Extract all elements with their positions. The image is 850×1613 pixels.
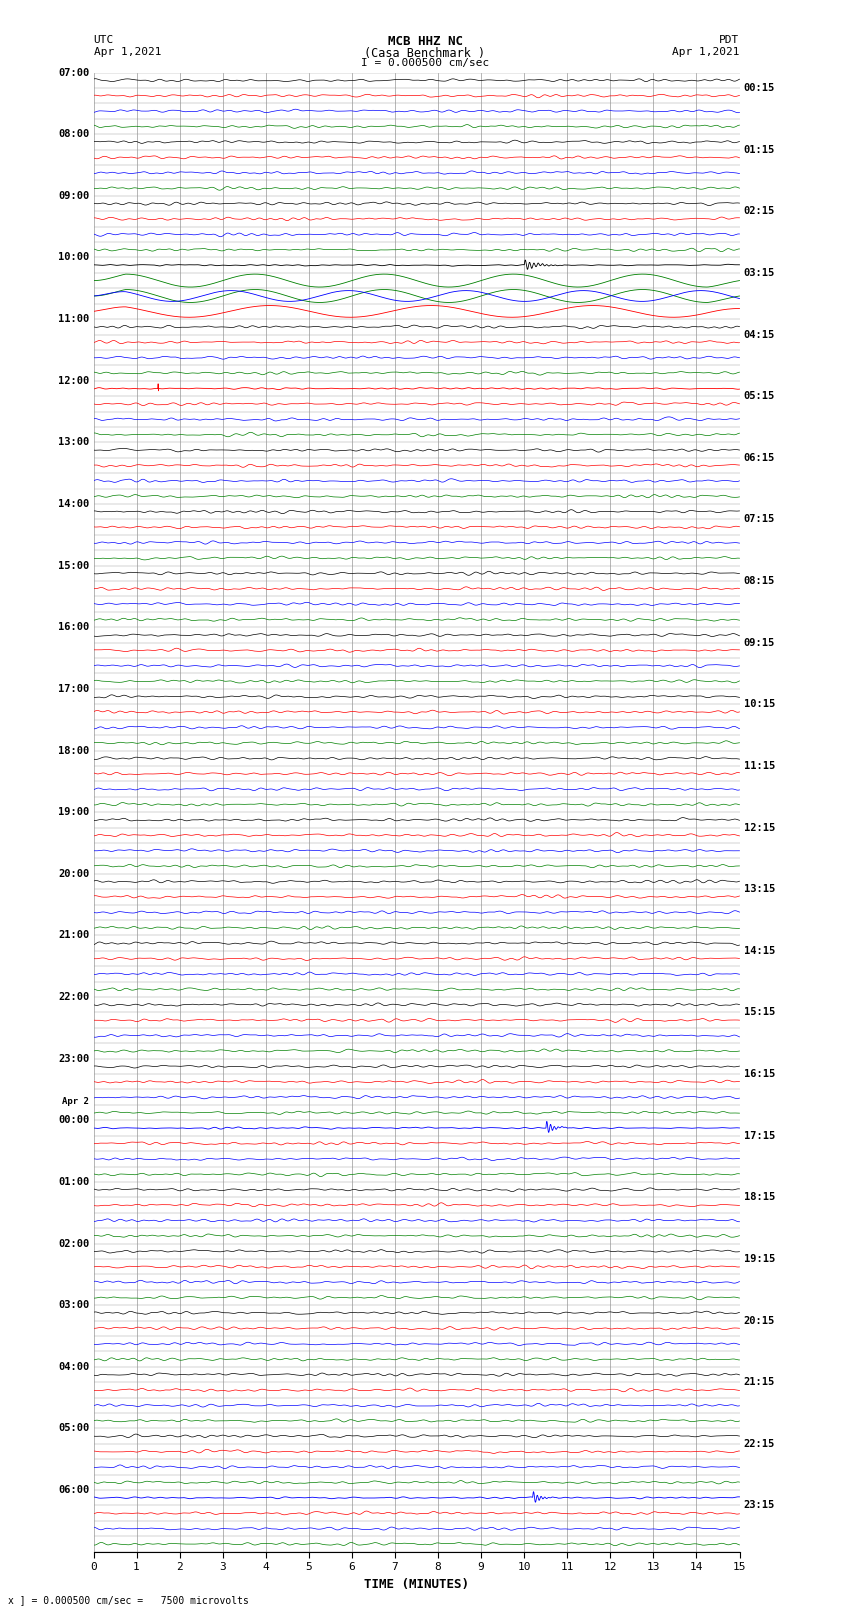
- Text: 01:00: 01:00: [58, 1177, 89, 1187]
- Text: 09:15: 09:15: [744, 637, 775, 648]
- Text: 22:00: 22:00: [58, 992, 89, 1002]
- Text: x ] = 0.000500 cm/sec =   7500 microvolts: x ] = 0.000500 cm/sec = 7500 microvolts: [8, 1595, 249, 1605]
- Text: 10:00: 10:00: [58, 253, 89, 263]
- Text: 15:15: 15:15: [744, 1008, 775, 1018]
- Text: 18:00: 18:00: [58, 745, 89, 755]
- Text: 09:00: 09:00: [58, 190, 89, 202]
- Text: 00:15: 00:15: [744, 82, 775, 94]
- Text: 19:15: 19:15: [744, 1253, 775, 1265]
- Text: MCB HHZ NC: MCB HHZ NC: [388, 35, 462, 48]
- Text: 14:00: 14:00: [58, 498, 89, 510]
- Text: 21:15: 21:15: [744, 1378, 775, 1387]
- Text: 04:00: 04:00: [58, 1361, 89, 1371]
- Text: I = 0.000500 cm/sec: I = 0.000500 cm/sec: [361, 58, 489, 68]
- Text: Apr 2: Apr 2: [62, 1097, 89, 1107]
- Text: 16:00: 16:00: [58, 623, 89, 632]
- Text: 12:00: 12:00: [58, 376, 89, 386]
- Text: 06:15: 06:15: [744, 453, 775, 463]
- Text: (Casa Benchmark ): (Casa Benchmark ): [365, 47, 485, 60]
- Text: 17:15: 17:15: [744, 1131, 775, 1140]
- Text: 19:00: 19:00: [58, 806, 89, 818]
- Text: 18:15: 18:15: [744, 1192, 775, 1202]
- Text: 05:15: 05:15: [744, 390, 775, 402]
- Text: 15:00: 15:00: [58, 561, 89, 571]
- Text: 20:15: 20:15: [744, 1316, 775, 1326]
- Text: 07:00: 07:00: [58, 68, 89, 77]
- Text: 06:00: 06:00: [58, 1486, 89, 1495]
- Text: 23:15: 23:15: [744, 1500, 775, 1510]
- Text: 01:15: 01:15: [744, 145, 775, 155]
- Text: 13:00: 13:00: [58, 437, 89, 447]
- Text: 04:15: 04:15: [744, 329, 775, 339]
- Text: 16:15: 16:15: [744, 1069, 775, 1079]
- Text: Apr 1,2021: Apr 1,2021: [672, 47, 740, 56]
- Text: 11:00: 11:00: [58, 315, 89, 324]
- Text: 03:15: 03:15: [744, 268, 775, 277]
- Text: 10:15: 10:15: [744, 700, 775, 710]
- Text: 08:15: 08:15: [744, 576, 775, 586]
- Text: PDT: PDT: [719, 35, 740, 45]
- Text: 02:00: 02:00: [58, 1239, 89, 1248]
- Text: 14:15: 14:15: [744, 945, 775, 957]
- Text: 03:00: 03:00: [58, 1300, 89, 1310]
- Text: 20:00: 20:00: [58, 869, 89, 879]
- Text: 17:00: 17:00: [58, 684, 89, 694]
- X-axis label: TIME (MINUTES): TIME (MINUTES): [364, 1578, 469, 1590]
- Text: 13:15: 13:15: [744, 884, 775, 894]
- Text: 21:00: 21:00: [58, 931, 89, 940]
- Text: Apr 1,2021: Apr 1,2021: [94, 47, 161, 56]
- Text: 07:15: 07:15: [744, 515, 775, 524]
- Text: 00:00: 00:00: [58, 1115, 89, 1126]
- Text: 02:15: 02:15: [744, 206, 775, 216]
- Text: 23:00: 23:00: [58, 1053, 89, 1063]
- Text: 11:15: 11:15: [744, 761, 775, 771]
- Text: 08:00: 08:00: [58, 129, 89, 139]
- Text: 05:00: 05:00: [58, 1423, 89, 1434]
- Text: UTC: UTC: [94, 35, 114, 45]
- Text: 12:15: 12:15: [744, 823, 775, 832]
- Text: 22:15: 22:15: [744, 1439, 775, 1448]
